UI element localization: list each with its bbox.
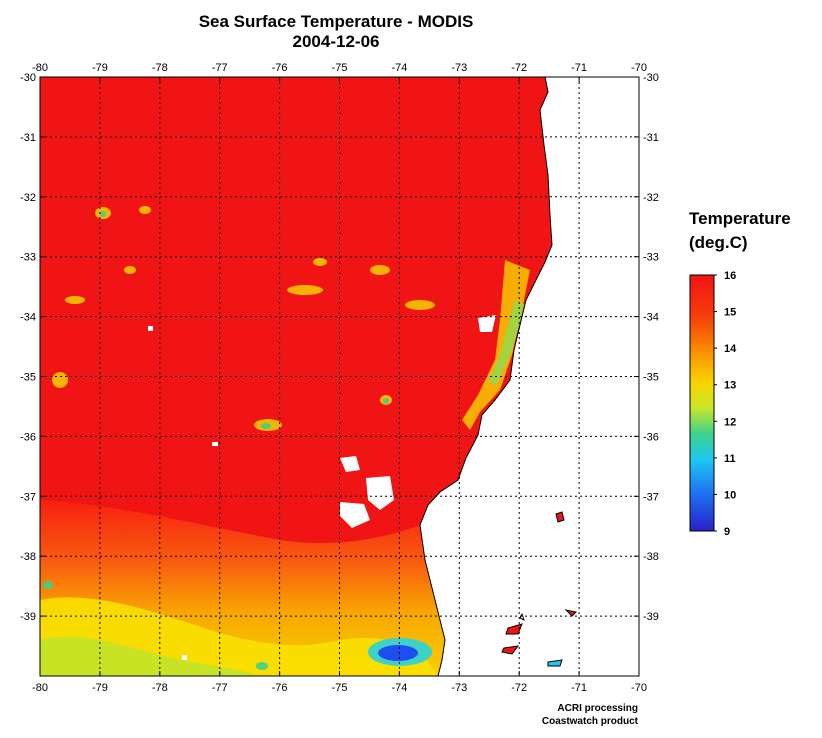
lon-label-bottom: -71 — [571, 682, 587, 694]
lon-label-top: -78 — [152, 62, 168, 74]
colorbar-tick-label: 11 — [724, 453, 736, 465]
lon-label-top: -77 — [212, 62, 228, 74]
lon-label-top: -74 — [391, 62, 407, 74]
lat-label-right: -39 — [643, 611, 659, 623]
lat-label-right: -30 — [643, 72, 659, 84]
lat-label-left: -31 — [20, 132, 36, 144]
lat-label-right: -34 — [643, 312, 659, 324]
colorbar-tick-label: 10 — [724, 489, 736, 501]
colorbar-labels: 16 15 14 13 12 11 10 9 — [714, 270, 737, 538]
colorbar-tick-label: 15 — [724, 307, 736, 319]
colorbar-tick-label: 14 — [724, 343, 737, 355]
cloud-gaps — [148, 315, 496, 660]
lat-labels-left: -30 -31 -32 -33 -34 -35 -36 -37 -38 -39 — [20, 72, 36, 623]
colorbar-tick-label: 9 — [724, 526, 730, 538]
sst-field — [40, 77, 639, 676]
colorbar-tick-label: 16 — [724, 270, 736, 282]
coastline — [419, 77, 553, 676]
lat-label-left: -33 — [20, 252, 36, 264]
lat-label-right: -33 — [643, 252, 659, 264]
lon-label-bottom: -70 — [631, 682, 647, 694]
lat-label-left: -36 — [20, 431, 36, 443]
map-title: Sea Surface Temperature - MODIS — [198, 12, 474, 31]
lon-label-top: -80 — [32, 62, 48, 74]
colorbar-units: (deg.C) — [689, 233, 748, 252]
lon-label-top: -71 — [571, 62, 587, 74]
lon-label-bottom: -73 — [451, 682, 467, 694]
lat-label-right: -36 — [643, 431, 659, 443]
lat-label-right: -32 — [643, 192, 659, 204]
lat-label-left: -38 — [20, 551, 36, 563]
lon-label-top: -79 — [92, 62, 108, 74]
lat-label-left: -35 — [20, 372, 36, 384]
colorbar-tick-label: 12 — [724, 416, 736, 428]
lat-labels-right: -30 -31 -32 -33 -34 -35 -36 -37 -38 -39 — [643, 72, 659, 623]
cold-spot-core — [378, 645, 418, 661]
lat-label-left: -32 — [20, 192, 36, 204]
lon-label-bottom: -72 — [511, 682, 527, 694]
scattered-cool-patches — [43, 211, 389, 670]
lon-label-bottom: -76 — [272, 682, 288, 694]
lon-label-bottom: -80 — [32, 682, 48, 694]
lat-label-left: -37 — [20, 491, 36, 503]
lon-label-top: -73 — [451, 62, 467, 74]
lon-label-bottom: -75 — [332, 682, 348, 694]
lat-label-right: -35 — [643, 372, 659, 384]
credit-product: Coastwatch product — [541, 716, 638, 727]
lon-label-bottom: -77 — [212, 682, 228, 694]
green-patch-south — [40, 636, 260, 676]
credit-processing: ACRI processing — [557, 703, 638, 714]
land-water-features — [501, 511, 578, 667]
axis-ticks — [39, 76, 640, 676]
lon-label-top: -76 — [272, 62, 288, 74]
colorbar-title: Temperature — [689, 209, 791, 228]
lat-label-right: -37 — [643, 491, 659, 503]
lon-label-bottom: -74 — [391, 682, 407, 694]
colorbar — [689, 274, 715, 532]
lon-label-bottom: -79 — [92, 682, 108, 694]
colorbar-tick-label: 13 — [724, 380, 736, 392]
lat-label-left: -39 — [20, 611, 36, 623]
lat-label-left: -34 — [20, 312, 36, 324]
map-date: 2004-12-06 — [292, 32, 380, 51]
coastal-upwelling — [462, 260, 530, 430]
lon-label-top: -75 — [332, 62, 348, 74]
lat-label-right: -31 — [643, 132, 659, 144]
lon-labels-bottom: -80 -79 -78 -77 -76 -75 -74 -73 -72 -71 -70 — [32, 682, 647, 694]
lon-label-top: -70 — [631, 62, 647, 74]
lon-labels-top: -80 -79 -78 -77 -76 -75 -74 -73 -72 -71 -70 — [32, 62, 647, 74]
lon-label-bottom: -78 — [152, 682, 168, 694]
coastal-upwelling-green — [488, 300, 526, 385]
lat-label-right: -38 — [643, 551, 659, 563]
land-chile — [420, 77, 639, 676]
lon-label-top: -72 — [511, 62, 527, 74]
lat-label-left: -30 — [20, 72, 36, 84]
